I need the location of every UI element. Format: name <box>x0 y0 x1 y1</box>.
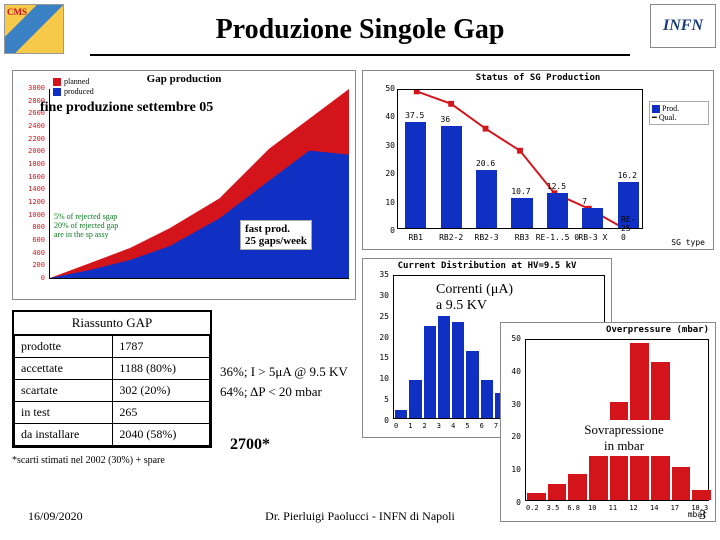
op-chart-title: Overpressure (mbar) <box>501 325 715 335</box>
title-underline <box>90 54 630 56</box>
table-header: Riassunto GAP <box>14 312 210 335</box>
status-xlabel: SG type <box>671 238 705 247</box>
table-cell: 1188 (80%) <box>113 358 210 380</box>
current-chart-title: Current Distribution at HV=9.5 kV <box>363 261 611 271</box>
legend-planned: planned <box>64 77 89 86</box>
table-cell: 1787 <box>113 336 210 358</box>
status-legend: Prod. ━ Qual. <box>649 101 709 125</box>
legend-qual: Qual. <box>659 113 677 122</box>
table-body: prodotte1787accettate1188 (80%)scartate3… <box>15 336 210 446</box>
table-cell: 302 (20%) <box>113 380 210 402</box>
riassunto-table: Riassunto GAP prodotte1787accettate1188 … <box>12 310 212 448</box>
stat-line-2: 64%; ΔP < 20 mbar <box>220 384 348 400</box>
infn-logo: INFN <box>650 4 716 48</box>
legend-prod: Prod. <box>662 104 679 113</box>
status-chart: Status of SG Production 37.5RB136RB2-220… <box>362 70 714 250</box>
table-cell: prodotte <box>15 336 113 358</box>
total-2700: 2700* <box>230 436 270 454</box>
slide: CMS Produzione Singole Gap INFN Gap prod… <box>0 0 720 540</box>
green-note: 5% of rejected sgap20% of rejected gapar… <box>53 211 143 240</box>
status-plot: 37.5RB136RB2-220.6RB2-310.7RB312.5RE-1..… <box>397 89 643 229</box>
header: CMS Produzione Singole Gap INFN <box>0 0 720 58</box>
table-cell: scartate <box>15 380 113 402</box>
footnote-scarti: *scarti stimati nel 2002 (30%) + spare <box>12 455 165 466</box>
table-cell: 265 <box>113 402 210 424</box>
gap-plot-area <box>49 89 349 279</box>
sovrapressione-label: Sovrapressionein mbar <box>564 420 684 456</box>
page-number: 3 <box>699 508 706 524</box>
annotation-fast-prod: fast prod.25 gaps/week <box>240 220 312 250</box>
annotation-fine-produzione: fine produzione settembre 05 <box>40 100 213 116</box>
correnti-label: Correnti (μA)a 9.5 KV <box>432 280 517 316</box>
status-chart-title: Status of SG Production <box>363 73 713 83</box>
table-cell: in test <box>15 402 113 424</box>
slide-title: Produzione Singole Gap <box>0 14 720 46</box>
table-cell: 2040 (58%) <box>113 424 210 446</box>
footer-author: Dr. Pierluigi Paolucci - INFN di Napoli <box>0 509 720 524</box>
stat-line-1: 36%; I > 5μA @ 9.5 KV <box>220 364 348 380</box>
table-cell: accettate <box>15 358 113 380</box>
table-cell: da installare <box>15 424 113 446</box>
stats-text: 36%; I > 5μA @ 9.5 KV 64%; ΔP < 20 mbar <box>220 360 348 404</box>
